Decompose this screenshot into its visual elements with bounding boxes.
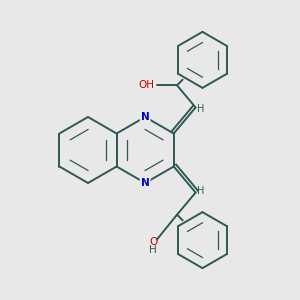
Text: N: N bbox=[141, 178, 149, 188]
Text: N: N bbox=[141, 112, 149, 122]
Text: H: H bbox=[149, 245, 157, 255]
Text: O: O bbox=[149, 237, 157, 248]
Text: H: H bbox=[197, 185, 204, 196]
Text: N: N bbox=[141, 112, 149, 122]
Text: N: N bbox=[141, 178, 149, 188]
Text: OH: OH bbox=[138, 80, 154, 90]
Text: H: H bbox=[197, 104, 204, 115]
